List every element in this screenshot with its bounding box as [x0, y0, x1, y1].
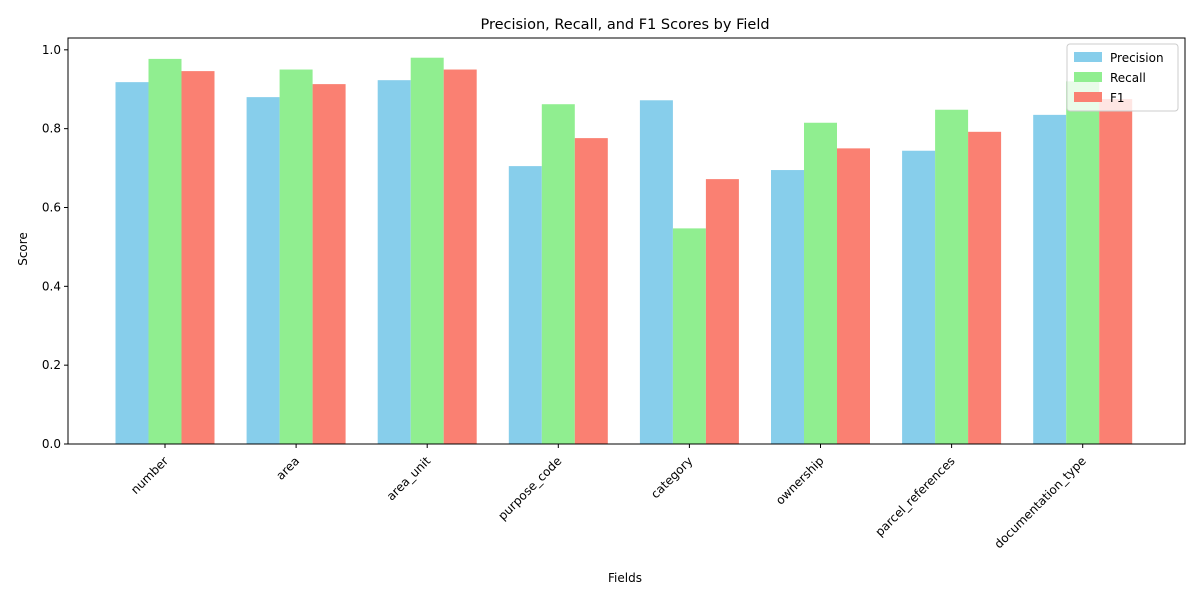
- legend-label-precision: Precision: [1110, 51, 1164, 65]
- bar-f1-ownership: [837, 148, 870, 444]
- bar-f1-documentation_type: [1099, 99, 1133, 445]
- bar-precision-area_unit: [377, 80, 411, 444]
- chart-title: Precision, Recall, and F1 Scores by Fiel…: [480, 17, 769, 33]
- bar-precision-area: [246, 97, 280, 444]
- y-tick-label: 0.0: [42, 437, 61, 451]
- bar-recall-area: [279, 69, 313, 444]
- bar-recall-number: [148, 58, 182, 444]
- legend: Precision Recall F1: [1066, 43, 1179, 112]
- legend-label-f1: F1: [1110, 91, 1125, 105]
- bar-precision-documentation_type: [1033, 114, 1067, 444]
- bar-recall-ownership: [804, 122, 837, 445]
- x-tick-label: documentation_type: [991, 454, 1088, 551]
- y-tick-label: 0.2: [42, 358, 61, 372]
- x-axis: number area area_unit purpose_code category o…: [128, 444, 1089, 551]
- y-tick-label: 0.6: [42, 200, 61, 214]
- y-axis-label: Score: [16, 232, 30, 266]
- x-tick-label: category: [648, 454, 695, 501]
- y-tick-label: 0.8: [42, 122, 61, 136]
- bar-recall-category: [672, 228, 706, 444]
- y-axis: 0.0 0.2 0.4 0.6 0.8 1.0: [42, 43, 68, 451]
- bar-precision-number: [115, 82, 149, 444]
- bar-precision-purpose_code: [508, 166, 542, 444]
- bar-precision-parcel_references: [902, 150, 936, 444]
- x-axis-label: Fields: [608, 571, 642, 585]
- bar-precision-category: [639, 100, 673, 445]
- bar-f1-parcel_references: [968, 131, 1002, 444]
- plot-frame: [67, 37, 1186, 445]
- bar-recall-parcel_references: [935, 109, 969, 444]
- legend-label-recall: Recall: [1110, 71, 1146, 85]
- bar-recall-purpose_code: [541, 104, 575, 444]
- x-tick-label: area: [273, 454, 302, 483]
- x-tick-label: ownership: [773, 454, 827, 508]
- bars-group: [115, 57, 1133, 445]
- x-tick-label: number: [128, 454, 171, 497]
- bar-f1-area: [312, 84, 346, 445]
- bar-precision-ownership: [771, 170, 804, 445]
- x-tick-label: area_unit: [384, 454, 434, 504]
- x-tick-label: purpose_code: [495, 454, 564, 523]
- legend-swatch-recall: [1074, 72, 1102, 82]
- bar-recall-area_unit: [410, 57, 444, 444]
- x-tick-label: parcel_references: [873, 454, 958, 539]
- bar-f1-number: [181, 71, 215, 444]
- legend-swatch-f1: [1074, 92, 1102, 102]
- y-tick-label: 0.4: [42, 279, 61, 293]
- bar-f1-purpose_code: [574, 138, 608, 444]
- bar-f1-area_unit: [443, 69, 477, 444]
- y-tick-label: 1.0: [42, 43, 61, 57]
- bar-recall-documentation_type: [1066, 81, 1100, 444]
- legend-swatch-precision: [1074, 52, 1102, 62]
- bar-f1-category: [705, 179, 739, 444]
